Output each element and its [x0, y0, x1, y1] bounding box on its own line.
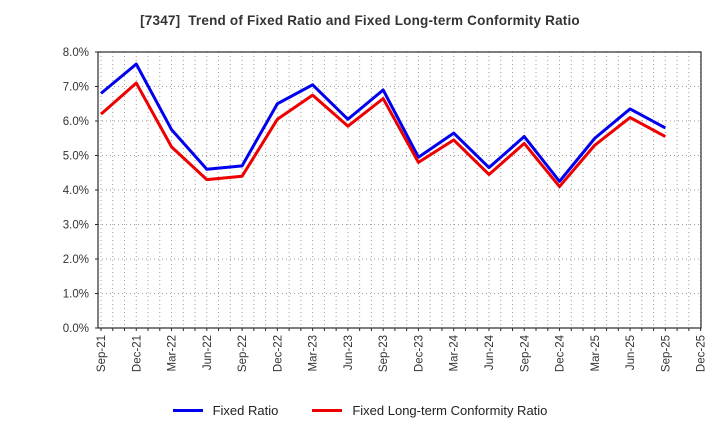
x-tick-label: Dec-22 — [272, 335, 284, 372]
legend: Fixed Ratio Fixed Long-term Conformity R… — [0, 398, 720, 422]
x-tick-label: Jun-22 — [202, 335, 214, 370]
y-tick-label: 0.0% — [63, 323, 89, 335]
x-tick-label: Dec-23 — [413, 335, 425, 372]
chart-title: [7347] Trend of Fixed Ratio and Fixed Lo… — [140, 13, 580, 28]
x-tick-label: Mar-25 — [590, 335, 602, 371]
fixed-long-term-conformity-ratio-line — [100, 81, 667, 189]
y-tick-label: 3.0% — [63, 220, 89, 232]
y-tick-label: 7.0% — [63, 82, 89, 94]
plot-area: 0.0% 1.0% 2.0% 3.0% 4.0% 5.0% 6.0% 7.0% 8.0% Sep-… — [63, 47, 708, 372]
fixed-long-term-conformity-ratio-line-swatch — [312, 408, 343, 412]
x-tick-label: Jun-24 — [484, 334, 496, 370]
y-tick-label: 2.0% — [63, 254, 89, 266]
x-tick-label: Mar-23 — [308, 335, 320, 371]
fixed-ratio-line — [100, 62, 667, 183]
y-tick-label: 4.0% — [63, 185, 89, 197]
legend-item-fixed-ratio: Fixed Ratio — [172, 402, 279, 418]
y-tick-label: 5.0% — [63, 151, 89, 163]
x-tick-label: Sep-23 — [378, 335, 390, 372]
x-tick-label: Sep-24 — [519, 334, 531, 372]
x-tick-label: Sep-22 — [237, 335, 249, 372]
x-tick-label: Sep-21 — [96, 335, 108, 372]
y-tick-label: 6.0% — [63, 116, 89, 128]
x-tick-label: Mar-22 — [167, 335, 179, 371]
legend-label-fixed-long-term-conformity-ratio: Fixed Long-term Conformity Ratio — [352, 402, 548, 418]
y-tick-label: 8.0% — [63, 47, 89, 59]
legend-item-fixed-long-term-conformity-ratio: Fixed Long-term Conformity Ratio — [312, 403, 547, 418]
x-tick-label: Dec-25 — [696, 335, 708, 372]
x-tick-label: Jun-23 — [343, 335, 355, 370]
x-tick-label: Jun-25 — [625, 335, 637, 370]
y-tick-label: 1.0% — [63, 289, 89, 301]
x-tick-label: Dec-21 — [131, 335, 143, 372]
legend-label-fixed-ratio: Fixed Ratio — [212, 402, 279, 418]
x-tick-label: Sep-25 — [660, 335, 672, 372]
x-tick-label: Dec-24 — [555, 334, 567, 372]
x-tick-label: Mar-24 — [449, 334, 461, 371]
fixed-ratio-line-swatch — [172, 408, 203, 412]
